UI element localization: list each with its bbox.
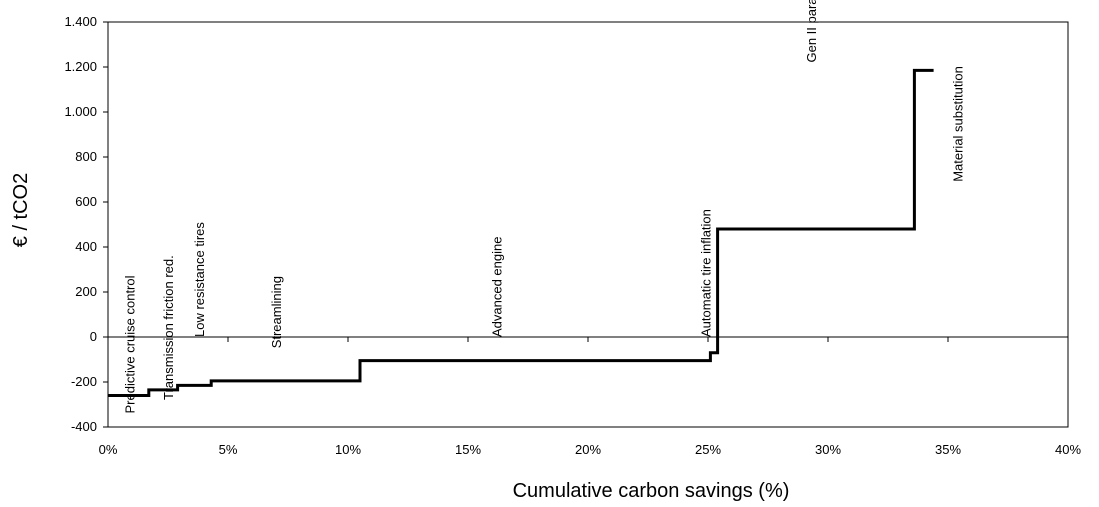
y-tick-label: 1.000 bbox=[64, 104, 97, 119]
annotation-label: Gen II parallel hybrid bbox=[804, 0, 819, 63]
y-tick-label: 400 bbox=[75, 239, 97, 254]
y-tick-label: -200 bbox=[71, 374, 97, 389]
cost-curve-line bbox=[108, 68, 934, 397]
y-tick-label: 600 bbox=[75, 194, 97, 209]
annotation-label: Transmission friction red. bbox=[161, 255, 176, 400]
x-tick-label: 40% bbox=[1055, 442, 1081, 457]
plot-frame bbox=[107, 21, 1069, 428]
y-tick-label: -400 bbox=[71, 419, 97, 434]
x-tick-label: 10% bbox=[335, 442, 361, 457]
annotations: Predictive cruise control Transmission fr… bbox=[122, 0, 965, 414]
y-tick-label: 1.400 bbox=[64, 14, 97, 29]
x-tick-label: 30% bbox=[815, 442, 841, 457]
annotation-label: Advanced engine bbox=[490, 237, 505, 337]
x-axis-ticks: 0% 5% 10% 15% 20% 25% 30% 35% 40% bbox=[99, 337, 1081, 457]
x-tick-label: 0% bbox=[99, 442, 118, 457]
x-tick-label: 20% bbox=[575, 442, 601, 457]
annotation-label: Material substitution bbox=[950, 66, 965, 182]
annotation-label: Automatic tire inflation bbox=[698, 209, 713, 337]
y-tick-label: 0 bbox=[90, 329, 97, 344]
y-axis-title: € / tCO2 bbox=[10, 173, 32, 247]
annotation-label: Predictive cruise control bbox=[122, 275, 137, 413]
y-tick-label: 200 bbox=[75, 284, 97, 299]
annotation-label: Low resistance tires bbox=[192, 222, 207, 337]
x-tick-label: 15% bbox=[455, 442, 481, 457]
x-tick-label: 5% bbox=[219, 442, 238, 457]
x-axis-title: Cumulative carbon savings (%) bbox=[513, 480, 790, 502]
annotation-label: Streamlining bbox=[269, 276, 284, 348]
y-axis-ticks: -400 -200 0 200 400 600 800 1.000 1.200 1.400 bbox=[64, 14, 108, 434]
plot-border bbox=[107, 21, 1069, 428]
y-tick-label: 800 bbox=[75, 149, 97, 164]
series-layer bbox=[108, 68, 934, 397]
x-tick-label: 35% bbox=[935, 442, 961, 457]
x-tick-label: 25% bbox=[695, 442, 721, 457]
y-tick-label: 1.200 bbox=[64, 59, 97, 74]
